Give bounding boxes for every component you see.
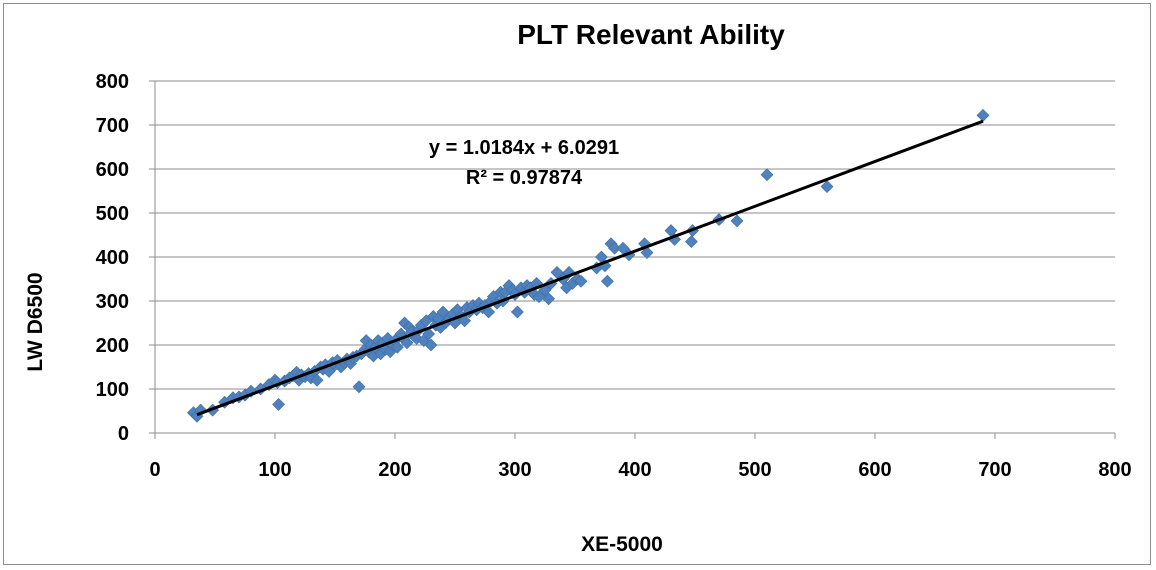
data-point: [542, 292, 556, 306]
trendline: [196, 119, 984, 417]
x-tick-label: 600: [858, 459, 891, 481]
data-point: [422, 327, 436, 341]
data-point: [532, 290, 546, 304]
data-points: [186, 108, 990, 423]
data-point: [510, 305, 524, 319]
x-tick-label: 300: [498, 459, 531, 481]
data-point: [390, 340, 404, 354]
data-point: [272, 397, 286, 411]
data-point: [730, 214, 744, 228]
data-point: [310, 373, 324, 387]
x-tick-label: 400: [618, 459, 651, 481]
trendline-r-squared: R² = 0.97874: [466, 167, 583, 189]
x-axis-title: XE-5000: [581, 533, 663, 556]
y-tick-label: 0: [118, 423, 129, 445]
y-tick-label: 100: [96, 379, 129, 401]
y-tick-label: 800: [96, 71, 129, 93]
x-tick-label: 800: [1098, 459, 1131, 481]
chart-title: PLT Relevant Ability: [517, 19, 785, 50]
chart-frame: [3, 3, 1151, 565]
y-tick-label: 500: [96, 203, 129, 225]
data-point: [436, 305, 450, 319]
x-tick-label: 700: [978, 459, 1011, 481]
data-point: [976, 108, 990, 122]
x-tick-label: 200: [378, 459, 411, 481]
x-tick-label: 500: [738, 459, 771, 481]
data-point: [400, 336, 414, 350]
data-point: [574, 274, 588, 288]
data-point: [600, 274, 614, 288]
y-tick-label: 200: [96, 335, 129, 357]
data-point: [684, 235, 698, 249]
y-tick-label: 300: [96, 291, 129, 313]
data-point: [760, 168, 774, 182]
data-point: [424, 338, 438, 352]
data-point: [640, 246, 654, 260]
y-tick-label: 400: [96, 247, 129, 269]
x-tick-label: 0: [149, 459, 160, 481]
data-point: [820, 180, 834, 194]
data-point: [482, 305, 496, 319]
data-point: [352, 380, 366, 394]
data-point: [550, 265, 564, 279]
gridlines: [155, 80, 1115, 390]
trendline-equation: y = 1.0184x + 6.0291: [429, 137, 619, 159]
y-axis-title: LW D6500: [24, 272, 47, 371]
x-tick-label: 100: [258, 459, 291, 481]
data-point: [458, 314, 472, 328]
axes: [149, 80, 1116, 439]
y-tick-label: 600: [96, 159, 129, 181]
x-tick-labels: 0 100 200 300 400 500 600 700 800: [149, 459, 1131, 481]
y-tick-label: 700: [96, 115, 129, 137]
y-tick-labels: 0 100 200 300 400 500 600 700 800: [96, 71, 129, 445]
